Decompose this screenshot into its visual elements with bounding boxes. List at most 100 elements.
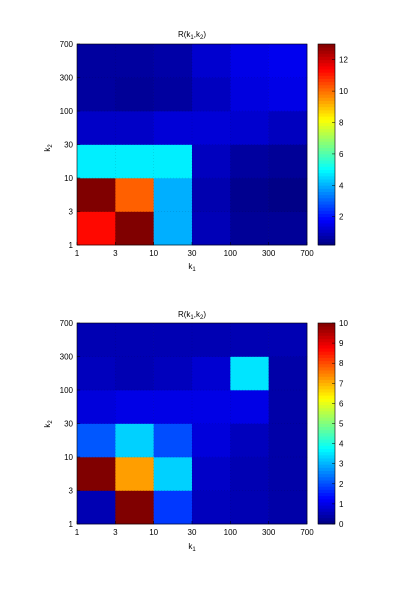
heatmap-cell: [153, 490, 193, 525]
colorbar-segment: [318, 238, 335, 243]
colorbar-segment: [318, 480, 335, 484]
heatmap-cell: [153, 178, 193, 212]
colorbar-tick-label: 8: [339, 119, 344, 128]
colorbar-segment: [318, 395, 335, 399]
colorbar: [317, 43, 336, 246]
colorbar-segment: [318, 175, 335, 180]
heatmap-cell: [268, 490, 308, 525]
colorbar-segment: [318, 223, 335, 227]
colorbar-segment: [318, 160, 335, 164]
colorbar-segment: [318, 113, 335, 117]
heatmap-cell: [115, 457, 154, 491]
colorbar-segment: [318, 473, 335, 478]
colorbar-segment: [318, 410, 335, 415]
colorbar-segment: [318, 138, 335, 142]
heatmap-cell: [77, 490, 116, 525]
colorbar-segment: [318, 122, 335, 127]
colorbar-segment: [318, 204, 335, 208]
heatmap-panel-top: R(k1,k2) 1 3 10 30 100 300 700 1 3 10 30 100 300 700…: [43, 30, 348, 273]
colorbar-segment: [318, 461, 335, 465]
colorbar-segment: [318, 135, 335, 139]
colorbar-segment: [318, 150, 335, 155]
colorbar-segment: [318, 103, 335, 108]
colorbar-segment: [318, 338, 335, 343]
colorbar-segment: [318, 69, 335, 73]
y-tick-label: 3: [69, 208, 74, 217]
colorbar-segment: [318, 131, 335, 136]
colorbar-segment: [318, 379, 335, 384]
heatmap-cell: [77, 390, 116, 424]
colorbar-tick-labels: 0 1 2 3 4 5 6 7 8 9 10: [332, 319, 348, 529]
x-tick-label: 100: [224, 528, 238, 537]
heatmap-cell: [77, 44, 116, 78]
colorbar-segment: [318, 445, 335, 450]
heatmap-cell: [230, 211, 269, 246]
colorbar-segment: [318, 341, 335, 346]
heatmap-cell: [192, 323, 231, 357]
colorbar-segment: [318, 489, 335, 493]
chart-title: R(k1,k2): [178, 30, 206, 41]
x-tick-label: 10: [149, 249, 158, 258]
heatmap-panel-bottom: R(k1,k2) 1 3 10 30 100 300 700 131030100300700…: [43, 310, 348, 553]
colorbar-segment: [318, 94, 335, 98]
colorbar-segment: [318, 344, 335, 349]
heatmap-cell: [268, 390, 308, 424]
colorbar-segment: [318, 116, 335, 120]
colorbar-segment: [318, 119, 335, 123]
heatmap-cell: [115, 211, 154, 246]
colorbar-segment: [318, 373, 335, 377]
x-tick-label: 100: [224, 249, 238, 258]
y-tick-label: 700: [60, 40, 74, 49]
x-tick-label: 30: [188, 249, 197, 258]
heatmap-cell: [192, 457, 231, 491]
heatmap-cell: [77, 423, 116, 458]
heatmap-cell: [153, 356, 193, 391]
colorbar-segment: [318, 382, 335, 387]
colorbar-segment: [318, 464, 335, 468]
colorbar-segment: [318, 429, 335, 434]
colorbar-segment: [318, 366, 335, 371]
colorbar-tick-label: 4: [339, 181, 344, 190]
heatmap-cell: [192, 390, 231, 424]
y-tick-labels: 1 3 10 30 100 300 700: [60, 319, 80, 529]
heatmap-cell: [192, 490, 231, 525]
heatmap-cell: [192, 44, 231, 78]
heatmap-cell: [153, 111, 193, 145]
heatmap-cell: [153, 77, 193, 112]
heatmap-cell: [153, 457, 193, 491]
x-tick-label: 1: [75, 528, 80, 537]
colorbar-segment: [318, 216, 335, 221]
colorbar-segment: [318, 505, 335, 509]
heatmap-cell: [192, 178, 231, 212]
colorbar-segment: [318, 498, 335, 503]
colorbar-tick-label: 12: [339, 56, 348, 65]
colorbar-segment: [318, 65, 335, 70]
colorbar-tick-label: 3: [339, 460, 344, 469]
colorbar-tick-label: 6: [339, 150, 344, 159]
heatmap-cell: [192, 77, 231, 112]
colorbar-tick-label: 10: [339, 319, 348, 328]
x-tick-labels: 1 3 10 30 100 300 700: [75, 521, 314, 537]
heatmap-cell: [115, 178, 154, 212]
colorbar-segment: [318, 109, 335, 114]
colorbar-segment: [318, 432, 335, 437]
colorbar-segment: [318, 492, 335, 497]
colorbar-segment: [318, 97, 335, 101]
heatmap-cell: [77, 211, 116, 246]
colorbar-segment: [318, 426, 335, 431]
colorbar-segment: [318, 226, 335, 230]
y-axis-label: k2: [43, 420, 54, 428]
colorbar-segment: [318, 87, 335, 92]
heatmap-cell: [115, 323, 154, 357]
colorbar-segment: [318, 467, 335, 472]
colorbar-tick-label: 8: [339, 359, 344, 368]
heatmap-cell: [230, 457, 269, 491]
colorbar-segment: [318, 153, 335, 158]
colorbar-segment: [318, 486, 335, 490]
colorbar-segment: [318, 514, 335, 519]
heatmap-cell: [192, 144, 231, 179]
heatmap-cell: [230, 144, 269, 179]
colorbar-segment: [318, 84, 335, 89]
colorbar-segment: [318, 78, 335, 83]
y-tick-label: 30: [64, 141, 73, 150]
